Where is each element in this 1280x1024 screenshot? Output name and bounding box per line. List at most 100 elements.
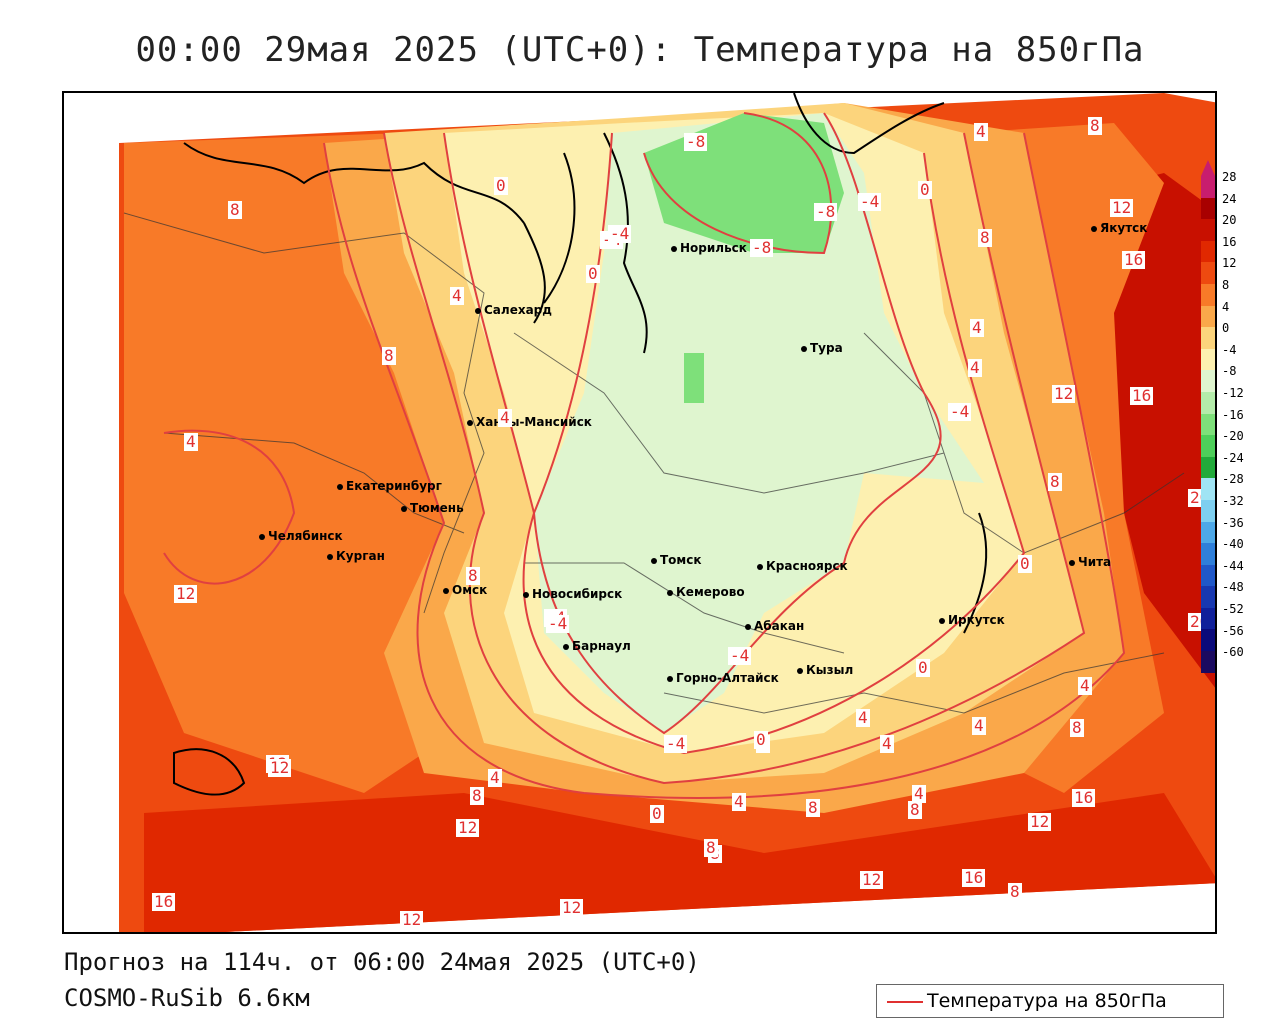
colorbar-cell xyxy=(1201,262,1215,284)
city-krasnoyarsk: Красноярск xyxy=(757,559,848,573)
contour-label: 8 xyxy=(1088,116,1102,135)
colorbar-cell xyxy=(1201,607,1215,630)
contour-label: 4 xyxy=(970,318,984,337)
model-name: COSMO-RuSib 6.6км xyxy=(64,984,310,1012)
contour-label: 16 xyxy=(152,892,176,911)
colorbar-label: -12 xyxy=(1222,386,1244,400)
contour-label: 0 xyxy=(1018,554,1032,573)
city-irkutsk: Иркутск xyxy=(939,613,1005,627)
contour-label: -4 xyxy=(664,734,688,753)
colorbar-cell xyxy=(1201,219,1215,241)
colorbar-cell xyxy=(1201,564,1215,587)
contour-label: 8 xyxy=(382,346,396,365)
colorbar-label: -36 xyxy=(1222,515,1244,530)
contour-label: 4 xyxy=(732,792,746,811)
colorbar-cell xyxy=(1201,435,1215,457)
contour-label: 12 xyxy=(860,870,884,889)
city-yekaterinburg: Екатеринбург xyxy=(337,479,442,493)
colorbar-cell xyxy=(1201,521,1215,544)
contour-label: 4 xyxy=(974,122,988,141)
city-barnaul: Барнаул xyxy=(563,639,631,653)
colorbar-cell xyxy=(1201,586,1215,608)
city-norilsk: Норильск xyxy=(671,241,747,255)
colorbar-cell xyxy=(1201,240,1215,263)
legend-line-swatch xyxy=(887,1001,923,1003)
contour-label: 0 xyxy=(918,180,932,199)
contour-label: -4 xyxy=(608,224,632,243)
contour-label: 4 xyxy=(498,408,512,427)
city-kemerovo: Кемерово xyxy=(667,585,745,599)
colorbar-label: -32 xyxy=(1222,494,1244,508)
legend: Температура на 850гПа xyxy=(876,984,1224,1018)
colorbar-label: -48 xyxy=(1222,580,1244,595)
contour-label: 16 xyxy=(1122,250,1146,269)
colorbar-label: -4 xyxy=(1222,342,1237,357)
colorbar-cell xyxy=(1201,283,1215,306)
colorbar-label: -40 xyxy=(1222,537,1244,552)
colorbar-cell xyxy=(1201,327,1215,349)
colorbar-cell xyxy=(1201,370,1215,392)
forecast-info: Прогноз на 114ч. от 06:00 24мая 2025 (UT… xyxy=(64,948,700,976)
city-chita: Чита xyxy=(1068,555,1112,569)
contour-label: 8 xyxy=(704,838,718,857)
contour-label: 12 xyxy=(456,818,480,837)
contour-label: -4 xyxy=(858,192,882,211)
contour-label: 0 xyxy=(916,658,930,677)
contour-label: 4 xyxy=(184,432,198,451)
contour-label: 0 xyxy=(650,804,664,823)
contour-label: 12 xyxy=(400,910,424,929)
contour-label: 8 xyxy=(1070,718,1084,737)
city-tura: Тура xyxy=(801,341,843,355)
map-title: 00:00 29мая 2025 (UTC+0): Температура на… xyxy=(135,30,1145,70)
city-salekhard: Салехард xyxy=(475,303,552,317)
city-yakutsk: Якутск xyxy=(1090,221,1148,235)
colorbar-label: -24 xyxy=(1222,450,1244,465)
colorbar xyxy=(1201,160,1215,673)
colorbar-cell xyxy=(1201,456,1215,479)
city-abakan: Абакан xyxy=(744,619,805,633)
temperature-map: Салехард Норильск Тура Ханты-Мансийск Ек… xyxy=(62,91,1217,934)
contour-label: 8 xyxy=(228,200,242,219)
contour-label: -4 xyxy=(728,646,752,665)
colorbar-label: 20 xyxy=(1222,213,1237,228)
contour-label: 0 xyxy=(494,176,508,195)
contour-label: 12 xyxy=(174,584,198,603)
colorbar-label: -56 xyxy=(1222,623,1244,638)
colorbar-label: -16 xyxy=(1222,407,1244,422)
city-kyzyl: Кызыл xyxy=(796,663,854,677)
contour-label: -8 xyxy=(684,132,708,151)
contour-label: 4 xyxy=(880,734,894,753)
contour-label: 8 xyxy=(470,786,484,805)
colorbar-cell xyxy=(1201,197,1215,220)
colorbar-label: 28 xyxy=(1222,170,1237,184)
contour-label: -8 xyxy=(814,202,838,221)
colorbar-label: 8 xyxy=(1222,278,1230,292)
colorbar-cell xyxy=(1201,478,1215,500)
contour-label: 4 xyxy=(968,358,982,377)
city-khanty-mansiysk: Ханты-Мансийск xyxy=(467,415,592,429)
city-kurgan: Курган xyxy=(327,549,385,563)
contour-label: -8 xyxy=(750,238,774,257)
colorbar-cell xyxy=(1201,629,1215,652)
contour-label: 8 xyxy=(1048,472,1062,491)
colorbar-label: 12 xyxy=(1222,256,1237,271)
city-gorno-altaysk: Горно-Алтайск xyxy=(667,671,779,685)
contour-label: 12 xyxy=(1028,812,1052,831)
contour-label: 12 xyxy=(1110,198,1134,217)
contour-label: 8 xyxy=(908,800,922,819)
contour-label: -4 xyxy=(948,402,972,421)
contour-label: 4 xyxy=(488,768,502,787)
colorbar-label: -44 xyxy=(1222,558,1244,573)
contour-label: 16 xyxy=(1072,788,1096,807)
map-fields xyxy=(119,93,1215,932)
colorbar-label: -28 xyxy=(1222,472,1244,487)
contour-label: 8 xyxy=(1008,882,1022,901)
contour-label: 0 xyxy=(754,730,768,749)
contour-label: 8 xyxy=(806,798,820,817)
colorbar-cell xyxy=(1201,413,1215,436)
colorbar-label: -52 xyxy=(1222,602,1244,616)
colorbar-cell xyxy=(1201,305,1215,328)
contour-label: 4 xyxy=(856,708,870,727)
colorbar-cell xyxy=(1201,651,1215,673)
contour-label: 4 xyxy=(972,716,986,735)
